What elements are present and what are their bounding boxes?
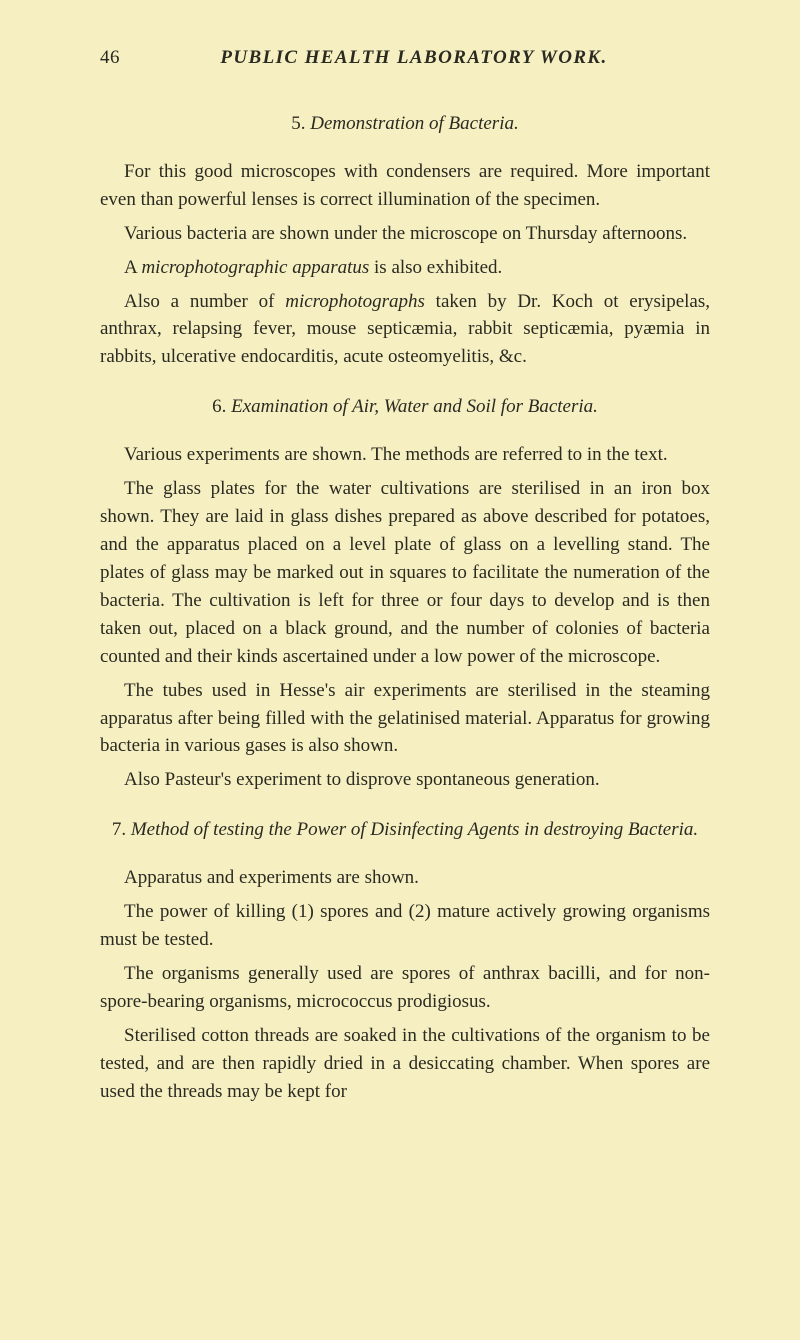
section-7-para-1: Apparatus and experiments are shown.	[100, 864, 710, 892]
section-6-number: 6.	[212, 396, 226, 417]
section-5-para-4: Also a number of microphotographs taken …	[100, 288, 710, 372]
page-number: 46	[100, 44, 120, 72]
section-6-para-4: Also Pasteur's experiment to disprove sp…	[100, 766, 710, 794]
section-5-para-3: A microphotographic apparatus is also ex…	[100, 254, 710, 282]
section-6-para-3: The tubes used in Hesse's air experiment…	[100, 677, 710, 761]
section-5-para-1: For this good microscopes with condenser…	[100, 158, 710, 214]
section-7-para-2: The power of killing (1) spores and (2) …	[100, 898, 710, 954]
section-5-title: 5. Demonstration of Bacteria.	[100, 110, 710, 138]
section-6-para-2: The glass plates for the water cultivati…	[100, 475, 710, 670]
section-6: 6. Examination of Air, Water and Soil fo…	[100, 393, 710, 794]
section-5-para-2: Various bacteria are shown under the mic…	[100, 220, 710, 248]
section-7-title: 7. Method of testing the Power of Disinf…	[100, 816, 710, 844]
section-5-name: Demonstration of Bacteria.	[310, 113, 518, 134]
section-6-name: Examination of Air, Water and Soil for B…	[231, 396, 598, 417]
page-root: 46 PUBLIC HEALTH LABORATORY WORK. 5. Dem…	[0, 0, 800, 1340]
section-7-number: 7.	[112, 819, 126, 840]
section-6-title: 6. Examination of Air, Water and Soil fo…	[100, 393, 710, 421]
section-5: 5. Demonstration of Bacteria. For this g…	[100, 110, 710, 371]
section-7-para-4: Sterilised cotton threads are soaked in …	[100, 1022, 710, 1106]
running-head: 46 PUBLIC HEALTH LABORATORY WORK.	[100, 44, 710, 72]
running-title: PUBLIC HEALTH LABORATORY WORK.	[148, 44, 710, 72]
section-5-number: 5.	[291, 113, 305, 134]
section-7: 7. Method of testing the Power of Disinf…	[100, 816, 710, 1105]
section-7-name: Method of testing the Power of Disinfect…	[131, 819, 698, 840]
section-6-para-1: Various experiments are shown. The metho…	[100, 441, 710, 469]
section-7-para-3: The organisms generally used are spores …	[100, 960, 710, 1016]
